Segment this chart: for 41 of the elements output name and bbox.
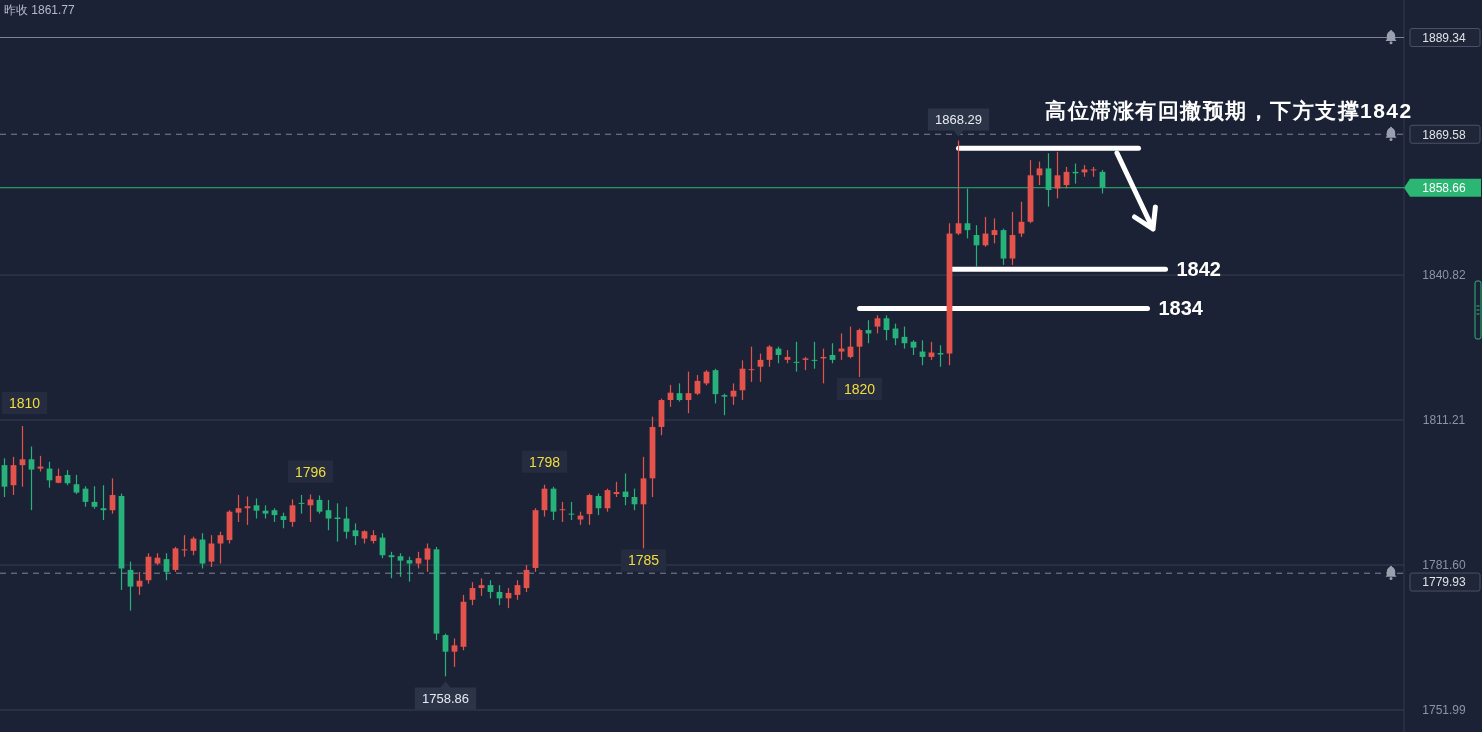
candlestick (451, 637, 458, 668)
candlestick (244, 495, 251, 526)
candlestick (955, 139, 962, 236)
candlestick (424, 542, 431, 573)
ref-line-label: 1779.93 (1422, 575, 1467, 590)
series-label: 1834 (1158, 297, 1204, 320)
ref-line-label: 1889.34 (1422, 30, 1467, 45)
annotation: 1796 (294, 463, 327, 480)
y-tick-label: 1840.82 (1422, 268, 1467, 283)
candlestick (208, 534, 215, 568)
candlestick (235, 494, 242, 523)
annotation: 1810 (8, 395, 41, 412)
candlestick (1054, 151, 1061, 199)
candlestick (676, 382, 683, 403)
candlestick (325, 499, 332, 531)
y-tick-label: 1781.60 (1422, 558, 1467, 573)
candlestick (406, 556, 413, 583)
annotation: 1798 (528, 453, 561, 470)
annotation: 1820 (843, 381, 876, 398)
annotation: 1758.86 (422, 691, 469, 707)
candlestick (721, 393, 728, 416)
candlestick (100, 484, 107, 521)
candlestick (28, 445, 35, 511)
annotation: 1868.29 (935, 112, 982, 128)
y-tick-label: 1751.99 (1422, 703, 1467, 718)
candlestick (1036, 160, 1043, 186)
candlestick (253, 497, 260, 520)
candlestick (487, 579, 494, 599)
candlestick (757, 352, 764, 383)
candlestick (874, 314, 881, 335)
candlestick (397, 552, 404, 578)
candlestick (388, 551, 395, 579)
candlestick (685, 371, 692, 414)
series-label: 1842 (1176, 258, 1221, 281)
ref-line-label: 1869.58 (1422, 127, 1467, 142)
candlestick (73, 474, 80, 495)
y-tick-label: 1811.21 (1422, 413, 1466, 428)
annotation: 高位滞涨有回撤预期，下方支撑1842 (1045, 99, 1413, 123)
annotation: 昨收 1861.77 (4, 3, 76, 17)
annotation: 1785 (627, 552, 660, 569)
ref-line-label: 1858.66 (1422, 181, 1467, 196)
